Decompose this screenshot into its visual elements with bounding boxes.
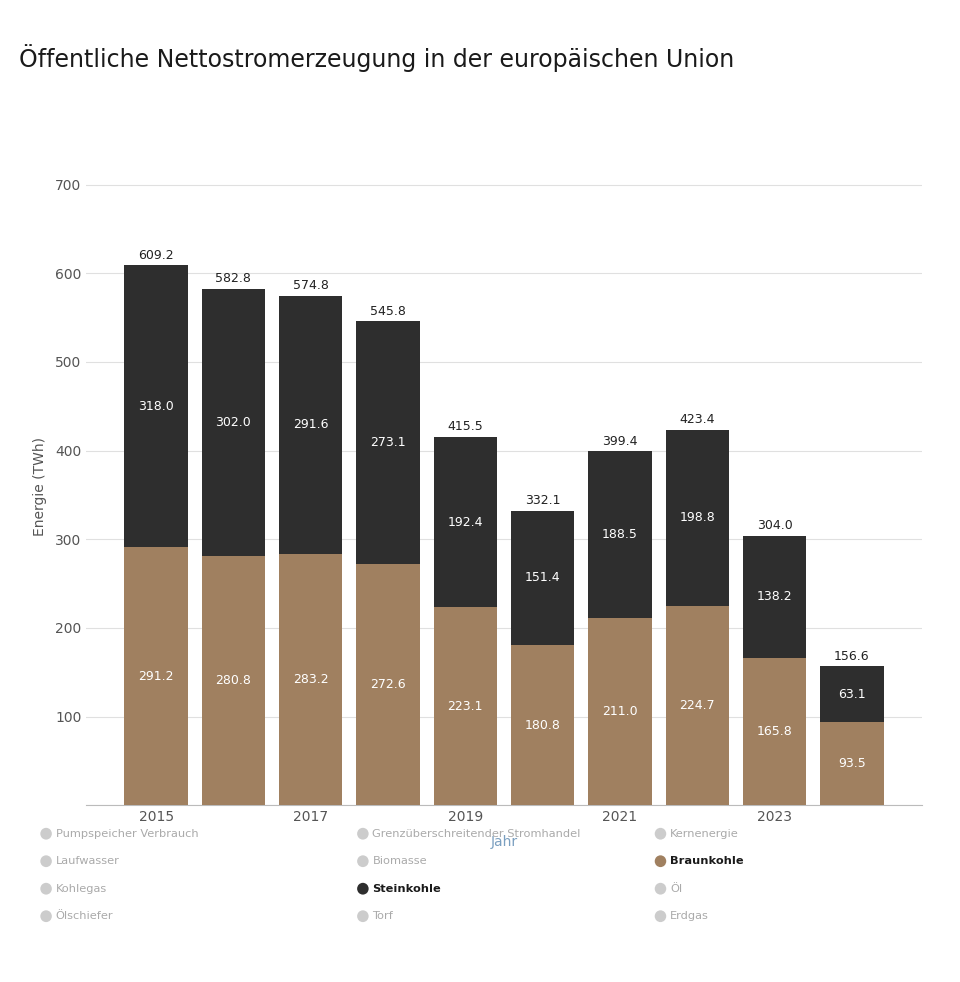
Bar <box>279 296 343 554</box>
Text: 138.2: 138.2 <box>756 590 792 604</box>
Text: Torf: Torf <box>372 911 394 921</box>
Bar <box>665 606 729 805</box>
Text: Biomasse: Biomasse <box>372 856 427 866</box>
Bar <box>588 451 652 619</box>
Text: 224.7: 224.7 <box>680 699 715 712</box>
Text: Laufwasser: Laufwasser <box>56 856 120 866</box>
Text: 318.0: 318.0 <box>138 400 174 412</box>
Bar <box>820 667 883 723</box>
Bar <box>125 547 188 805</box>
Text: 332.1: 332.1 <box>525 494 561 507</box>
Text: Grenzüberschreitender Stromhandel: Grenzüberschreitender Stromhandel <box>372 829 581 839</box>
Text: 283.2: 283.2 <box>293 674 328 686</box>
Text: 211.0: 211.0 <box>602 705 637 718</box>
Text: Erdgas: Erdgas <box>670 911 708 921</box>
Text: 304.0: 304.0 <box>756 519 793 532</box>
Bar <box>356 564 420 805</box>
Text: 423.4: 423.4 <box>680 413 715 426</box>
Text: Kohlegas: Kohlegas <box>56 884 107 894</box>
Bar <box>820 723 883 805</box>
Bar <box>356 321 420 564</box>
Text: 198.8: 198.8 <box>680 512 715 524</box>
Text: 291.2: 291.2 <box>138 670 174 682</box>
Text: 63.1: 63.1 <box>838 687 866 701</box>
Bar <box>743 536 806 658</box>
Text: 93.5: 93.5 <box>838 757 866 770</box>
Bar <box>511 645 574 805</box>
Text: 223.1: 223.1 <box>447 700 483 713</box>
Text: 291.6: 291.6 <box>293 418 328 431</box>
Text: 609.2: 609.2 <box>138 248 174 261</box>
Text: 272.6: 272.6 <box>371 678 406 691</box>
Bar <box>665 430 729 606</box>
Text: 574.8: 574.8 <box>293 279 328 292</box>
Text: 273.1: 273.1 <box>371 436 406 449</box>
Text: 399.4: 399.4 <box>602 434 637 448</box>
Bar <box>434 608 497 805</box>
Bar <box>588 619 652 805</box>
Bar <box>202 556 265 805</box>
Bar <box>434 437 497 608</box>
Text: 192.4: 192.4 <box>447 516 483 528</box>
Text: Kernenergie: Kernenergie <box>670 829 739 839</box>
Bar <box>202 289 265 556</box>
Text: 582.8: 582.8 <box>215 272 252 285</box>
Text: Pumpspeicher Verbrauch: Pumpspeicher Verbrauch <box>56 829 199 839</box>
Bar <box>743 658 806 805</box>
Text: 415.5: 415.5 <box>447 420 483 433</box>
Text: 545.8: 545.8 <box>371 305 406 318</box>
Text: 165.8: 165.8 <box>756 726 793 738</box>
Text: 156.6: 156.6 <box>834 650 870 663</box>
Text: Öl: Öl <box>670 884 683 894</box>
Text: Ölschiefer: Ölschiefer <box>56 911 113 921</box>
Text: 280.8: 280.8 <box>215 675 252 687</box>
Y-axis label: Energie (TWh): Energie (TWh) <box>33 437 47 535</box>
Text: 151.4: 151.4 <box>525 572 561 584</box>
Bar <box>511 511 574 645</box>
Text: Braunkohle: Braunkohle <box>670 856 744 866</box>
Text: 302.0: 302.0 <box>215 416 252 429</box>
Bar <box>125 265 188 547</box>
Text: 188.5: 188.5 <box>602 528 637 541</box>
Text: 180.8: 180.8 <box>525 719 561 732</box>
X-axis label: Jahr: Jahr <box>491 836 517 849</box>
Text: Öffentliche Nettostromerzeugung in der europäischen Union: Öffentliche Nettostromerzeugung in der e… <box>19 44 734 72</box>
Bar <box>279 554 343 805</box>
Text: Steinkohle: Steinkohle <box>372 884 442 894</box>
